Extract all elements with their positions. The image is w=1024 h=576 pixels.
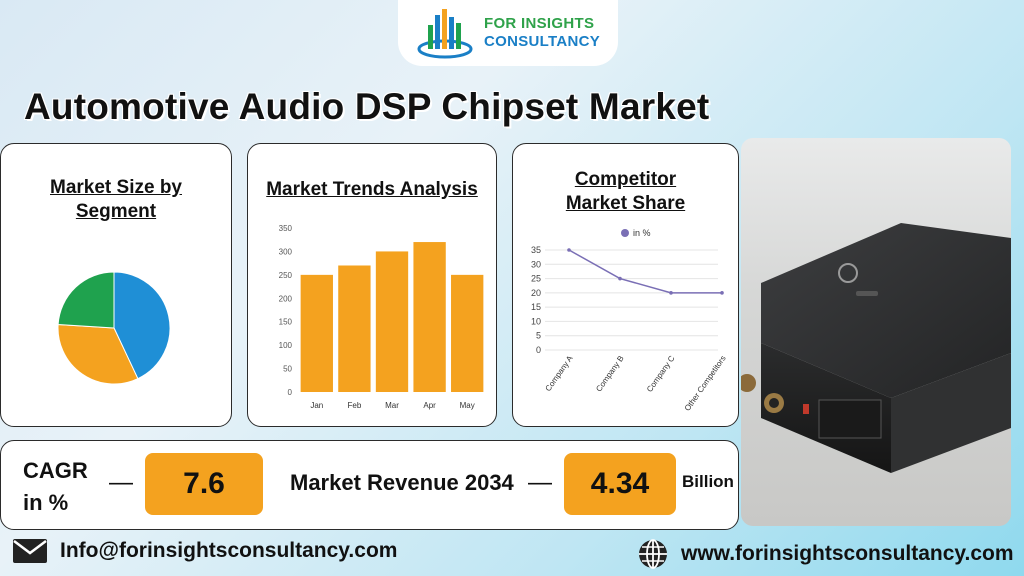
x-tick-label: Mar xyxy=(385,401,399,410)
pie-slice xyxy=(113,271,171,380)
x-tick-label: Other Competitors xyxy=(683,354,728,413)
brand-logo: FOR INSIGHTS CONSULTANCY xyxy=(398,0,618,66)
cagr-label: CAGR in % xyxy=(23,455,88,519)
y-tick-label: 20 xyxy=(531,288,541,298)
product-photo xyxy=(741,138,1011,526)
data-point xyxy=(618,276,622,281)
cagr-label-line1: CAGR xyxy=(23,458,88,483)
y-tick-label: 350 xyxy=(279,224,293,233)
y-tick-label: 200 xyxy=(279,294,293,303)
y-tick-label: 300 xyxy=(279,247,293,256)
revenue-value: 4.34 xyxy=(564,453,676,515)
legend-label: in % xyxy=(633,228,651,238)
x-tick-label: May xyxy=(460,401,475,410)
x-tick-label: Company B xyxy=(594,354,625,393)
bar xyxy=(451,274,484,392)
brand-line2: CONSULTANCY xyxy=(484,33,601,50)
bar xyxy=(338,265,371,392)
pie-slice xyxy=(57,323,139,385)
x-tick-label: Feb xyxy=(348,401,362,410)
email-text[interactable]: Info@forinsightsconsultancy.com xyxy=(60,539,398,562)
metrics-bar: CAGR in % — 7.6 Market Revenue 2034 — 4.… xyxy=(0,440,739,530)
competitor-share-card: Competitor Market Share in % 0 5 10 15 20 25 30… xyxy=(512,143,739,427)
cagr-dash: — xyxy=(109,469,133,496)
market-trends-card: Market Trends Analysis 0 50 100 150 200 250 30… xyxy=(247,143,497,427)
x-tick-label: Company C xyxy=(645,354,677,394)
footer-website[interactable]: www.forinsightsconsultancy.com xyxy=(637,538,1014,570)
x-tick-label: Apr xyxy=(423,401,436,410)
bar xyxy=(375,251,409,392)
competitor-line-chart: in % 0 5 10 15 20 25 30 35 Company A Company B Comp… xyxy=(531,228,728,413)
y-tick-label: 0 xyxy=(536,345,541,355)
bar xyxy=(413,242,446,392)
y-tick-label: 100 xyxy=(279,341,293,350)
brand-name: FOR INSIGHTS CONSULTANCY xyxy=(484,15,600,51)
competitor-share-title: Competitor Market Share xyxy=(565,169,686,214)
market-size-card: Market Size by Segment xyxy=(0,143,232,427)
x-tick-label: Company A xyxy=(544,353,575,393)
revenue-unit: Billion xyxy=(682,472,734,491)
page-title: Automotive Audio DSP Chipset Market xyxy=(24,86,710,127)
cagr-label-line2: in % xyxy=(23,490,69,515)
pie-slice xyxy=(57,271,115,329)
y-tick-label: 15 xyxy=(531,302,541,312)
mail-icon xyxy=(13,539,47,563)
y-tick-label: 150 xyxy=(279,318,293,327)
series-line xyxy=(568,249,722,294)
bar xyxy=(300,274,333,392)
market-size-title: Market Size by Segment xyxy=(50,177,182,222)
trends-bar-chart: 0 50 100 150 200 250 300 350 Jan Feb Mar Apr May xyxy=(279,224,484,410)
data-point xyxy=(669,291,673,295)
y-tick-label: 0 xyxy=(288,388,293,397)
y-tick-label: 25 xyxy=(531,274,541,284)
y-tick-label: 5 xyxy=(536,331,541,341)
data-point xyxy=(567,248,571,252)
brand-line1: FOR INSIGHTS xyxy=(484,15,595,32)
market-trends-title: Market Trends Analysis xyxy=(266,179,478,200)
bar-chart-logo-icon xyxy=(417,9,473,59)
revenue-label: Market Revenue 2034 xyxy=(290,470,514,495)
x-tick-label: Jan xyxy=(310,401,323,410)
dsp-device-image xyxy=(741,223,1011,473)
data-point xyxy=(720,291,724,295)
legend-marker xyxy=(621,229,629,237)
y-tick-label: 30 xyxy=(531,259,541,269)
footer-email[interactable]: Info@forinsightsconsultancy.com xyxy=(12,538,397,564)
y-tick-label: 35 xyxy=(531,245,541,255)
website-text[interactable]: www.forinsightsconsultancy.com xyxy=(681,542,1014,565)
y-tick-label: 10 xyxy=(531,316,541,326)
segment-pie-chart xyxy=(57,271,171,385)
y-tick-label: 250 xyxy=(279,271,293,280)
revenue-dash: — xyxy=(528,469,552,496)
cagr-value: 7.6 xyxy=(145,453,263,515)
globe-icon xyxy=(639,539,667,569)
y-tick-label: 50 xyxy=(283,365,292,374)
